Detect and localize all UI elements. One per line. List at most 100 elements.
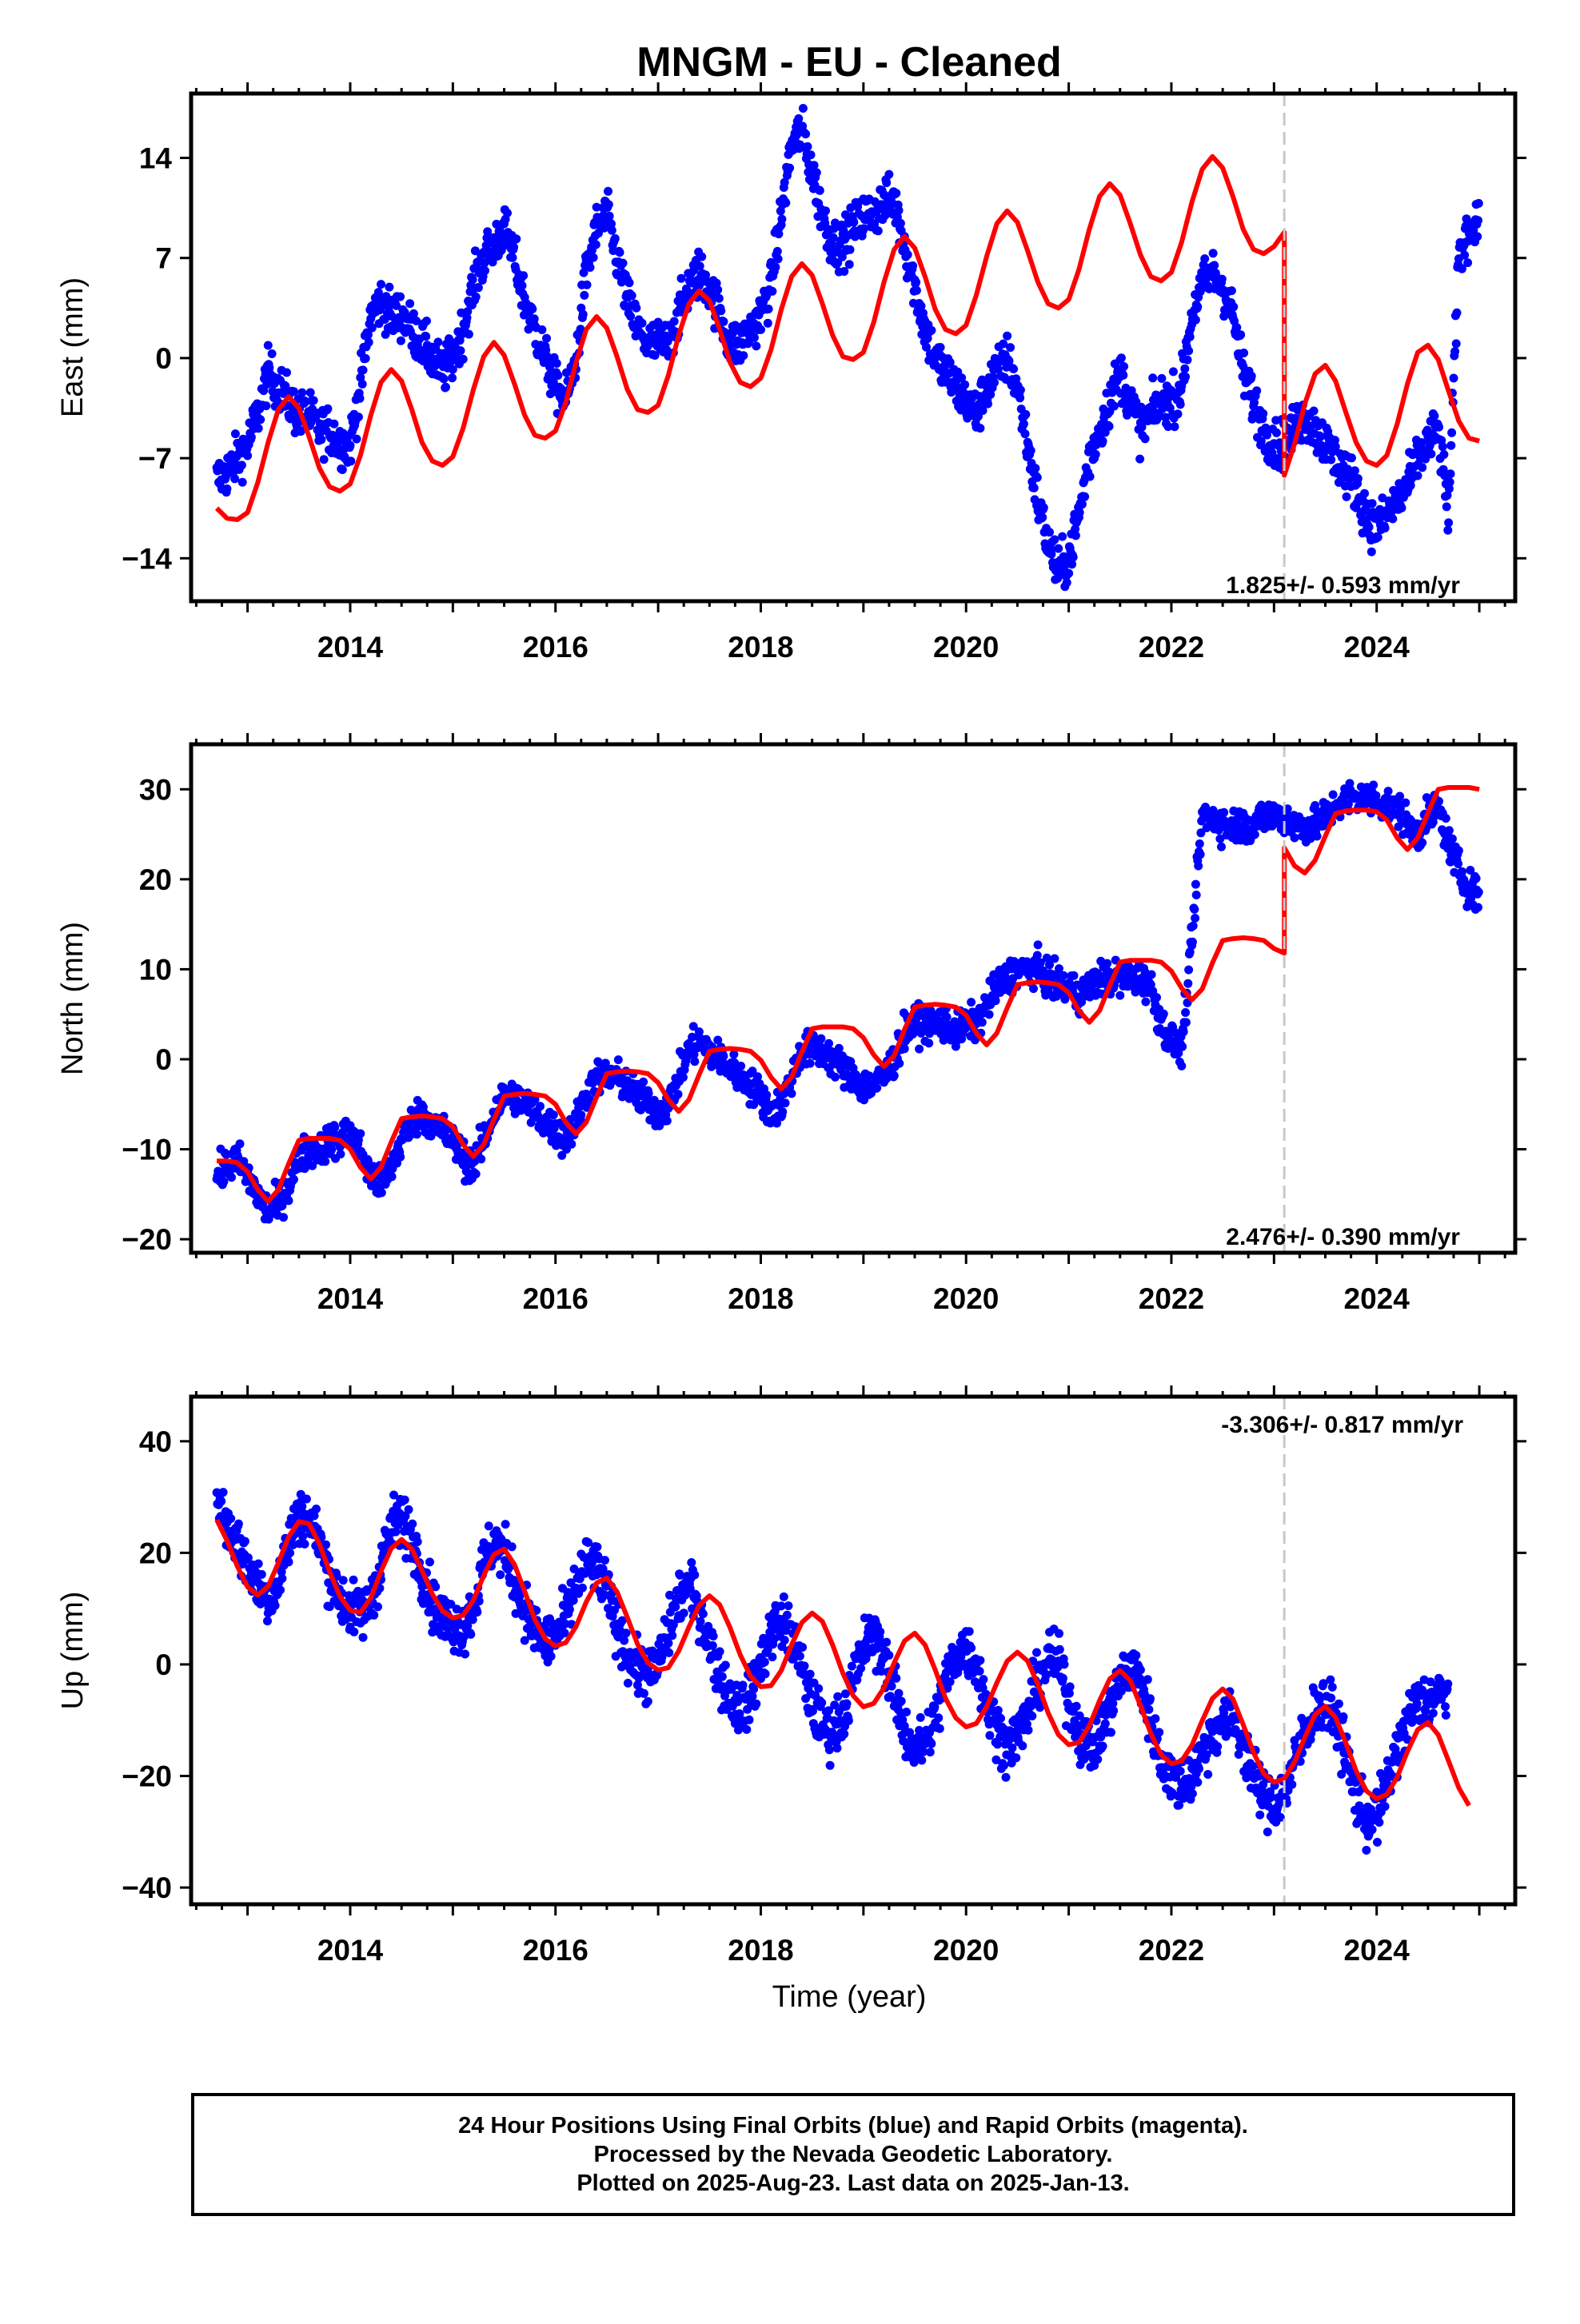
data-point	[277, 1574, 286, 1583]
data-point	[346, 441, 355, 450]
data-point	[1080, 492, 1089, 501]
data-point	[1071, 532, 1080, 540]
data-point	[1474, 903, 1482, 912]
data-point	[668, 1631, 676, 1640]
data-point	[1444, 518, 1453, 527]
data-point	[1438, 442, 1447, 451]
data-point	[1119, 362, 1128, 371]
data-point	[604, 200, 613, 209]
data-point	[1388, 515, 1397, 524]
data-point	[1029, 984, 1038, 993]
data-point	[589, 253, 598, 262]
data-point	[256, 415, 265, 424]
data-point	[1460, 251, 1469, 260]
data-point	[1200, 254, 1209, 263]
data-point	[1365, 523, 1374, 532]
data-point	[1152, 993, 1161, 1002]
data-point	[1384, 787, 1393, 795]
data-point	[1119, 371, 1127, 380]
y-tick-label: −10	[122, 1134, 172, 1166]
x-tick-label: 2024	[1344, 631, 1410, 664]
data-point	[777, 215, 786, 224]
data-point	[421, 332, 430, 341]
data-point	[271, 1601, 280, 1610]
data-point	[359, 365, 368, 374]
data-point	[924, 1038, 933, 1047]
data-point	[849, 218, 858, 227]
data-point	[990, 378, 999, 387]
data-point	[1009, 365, 1018, 373]
y-tick-label: −14	[122, 542, 172, 575]
data-point	[690, 1571, 699, 1580]
data-point	[1054, 544, 1063, 553]
data-point	[217, 1497, 225, 1505]
data-point	[1091, 450, 1100, 459]
data-point	[1148, 373, 1157, 382]
data-point	[580, 291, 589, 300]
data-point	[254, 1560, 263, 1569]
data-point	[801, 130, 810, 138]
data-point	[1086, 472, 1095, 481]
data-point	[807, 150, 816, 159]
data-point	[234, 1520, 243, 1529]
data-point	[474, 283, 483, 292]
data-point	[1135, 455, 1144, 464]
data-point	[960, 381, 969, 389]
data-point	[1183, 356, 1192, 365]
data-point	[276, 1585, 285, 1594]
data-point	[895, 206, 904, 215]
data-point	[1039, 504, 1048, 512]
data-point	[1141, 998, 1150, 1007]
data-point	[1157, 374, 1166, 383]
data-point	[346, 456, 355, 465]
data-point	[644, 1697, 652, 1706]
data-point	[882, 178, 891, 187]
data-point	[1190, 905, 1199, 914]
data-point	[680, 1608, 688, 1617]
data-point	[1445, 826, 1454, 835]
data-point	[473, 1608, 481, 1616]
data-point	[713, 285, 722, 294]
data-point	[433, 337, 442, 346]
data-point	[1313, 832, 1322, 841]
data-point	[583, 281, 592, 289]
data-point	[1439, 450, 1448, 459]
data-point	[715, 294, 724, 303]
data-point	[794, 114, 803, 123]
chart-title: MNGM - EU - Cleaned	[636, 39, 1062, 86]
data-point	[365, 338, 373, 347]
data-point	[1078, 500, 1087, 508]
data-point	[1123, 411, 1131, 420]
x-tick-label: 2022	[1139, 631, 1204, 664]
data-point	[1251, 830, 1259, 839]
data-point	[1015, 393, 1024, 402]
data-point	[1058, 532, 1067, 541]
data-point	[309, 396, 318, 405]
data-point	[226, 1514, 235, 1523]
data-point	[1367, 548, 1376, 556]
data-point	[1184, 966, 1193, 975]
data-point	[1218, 275, 1227, 284]
data-point	[1272, 429, 1281, 437]
data-point	[624, 1679, 632, 1688]
data-point	[298, 1532, 307, 1541]
data-point	[1446, 441, 1455, 450]
data-point	[614, 1055, 623, 1064]
data-point	[396, 1153, 405, 1162]
data-point	[762, 1090, 771, 1099]
data-point	[1474, 199, 1483, 208]
data-point	[1354, 474, 1363, 483]
data-point	[812, 168, 821, 177]
data-point	[336, 1150, 345, 1158]
data-point	[1474, 888, 1483, 897]
data-point	[1021, 429, 1030, 438]
data-point	[1193, 302, 1202, 311]
data-point	[329, 420, 338, 429]
plot-frame	[191, 94, 1515, 601]
data-point	[1045, 528, 1054, 536]
data-point	[1181, 1008, 1190, 1017]
data-point	[567, 1140, 576, 1149]
data-point	[1194, 862, 1203, 871]
data-point	[408, 1520, 417, 1529]
y-tick-label: 30	[139, 773, 172, 806]
